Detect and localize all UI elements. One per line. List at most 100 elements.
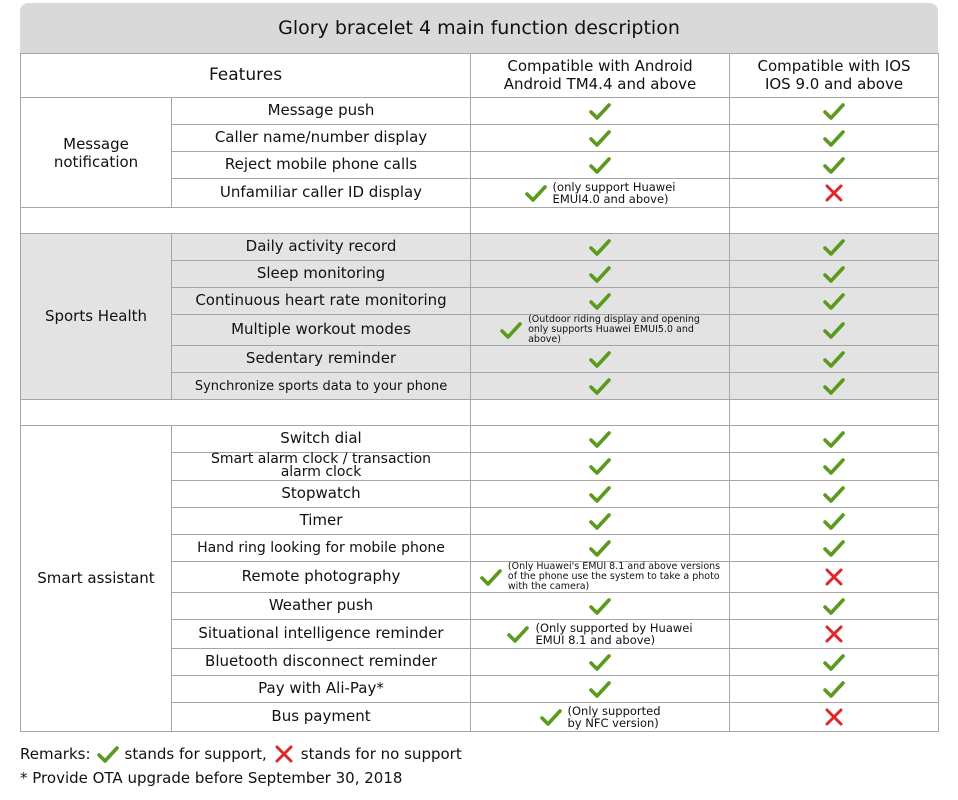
check-icon — [589, 238, 611, 256]
ios-cell — [729, 560, 940, 593]
feature-text: Synchronize sports data to your phone — [194, 379, 448, 395]
ios-cell — [729, 260, 940, 288]
android-cell: (only support Huawei EMUI4.0 and above) — [470, 178, 731, 208]
check-icon — [823, 430, 845, 448]
table-row: Hand ring looking for mobile phone — [21, 533, 940, 562]
note-line: (Only supported — [567, 703, 661, 718]
note-line: with the camera) — [507, 580, 590, 592]
android-cell: (Only supported by NFC version) — [470, 701, 731, 732]
check-icon — [823, 321, 845, 339]
check-icon — [540, 708, 562, 726]
android-cell — [470, 647, 731, 676]
table-title: Glory bracelet 4 main function descripti… — [20, 3, 938, 53]
cross-icon — [823, 184, 845, 202]
table-row: Remote photography (Only Huawei's EMUI 8… — [21, 560, 940, 593]
ios-cell — [729, 647, 940, 676]
check-icon — [589, 512, 611, 530]
check-icon — [823, 457, 845, 475]
ios-cell — [729, 233, 940, 261]
table-row: Situational intelligence reminder (Only … — [21, 618, 940, 649]
check-icon — [823, 680, 845, 698]
header-row: Features Compatible with Android Android… — [19, 53, 940, 98]
android-note: (Only supported by NFC version) — [568, 705, 661, 729]
ios-cell — [729, 591, 940, 620]
check-icon — [589, 350, 611, 368]
note-line: above) — [528, 333, 561, 345]
feature-cell: Smart alarm clock / transaction alarm cl… — [170, 451, 472, 481]
check-icon — [589, 156, 611, 174]
table-row: Sports Health Daily activity record — [20, 233, 940, 400]
android-cell — [470, 233, 731, 261]
check-icon — [823, 238, 845, 256]
ios-cell — [729, 451, 940, 481]
ios-cell — [729, 178, 940, 208]
android-cell — [470, 424, 731, 453]
android-cell — [470, 674, 731, 703]
android-cell: (Outdoor riding display and opening only… — [470, 314, 731, 346]
check-icon — [589, 430, 611, 448]
note-line: EMUI4.0 and above) — [552, 192, 669, 206]
features-header: Features — [19, 53, 472, 98]
check-icon — [589, 597, 611, 615]
check-icon — [507, 625, 529, 643]
check-icon — [525, 184, 547, 202]
feature-cell: Hand ring looking for mobile phone — [170, 533, 472, 562]
remarks-label: Remarks: — [20, 745, 91, 763]
android-note: (Only supported by Huawei EMUI 8.1 and a… — [535, 622, 692, 646]
android-cell — [470, 591, 731, 620]
check-icon — [823, 102, 845, 120]
ota-footnote: * Provide OTA upgrade before September 3… — [20, 769, 403, 787]
check-icon — [823, 265, 845, 283]
feature-cell: Switch dial — [170, 424, 472, 453]
feature-cell: Situational intelligence reminder — [170, 618, 472, 649]
android-cell — [470, 506, 731, 535]
check-icon — [823, 377, 845, 395]
table-row: Multiple workout modes (Outdoor riding d… — [21, 314, 940, 346]
ios-cell — [729, 618, 940, 649]
ios-cell — [729, 371, 940, 400]
ios-cell — [729, 287, 940, 315]
feature-cell: Daily activity record — [170, 233, 472, 261]
ios-cell — [729, 701, 940, 732]
support-legend-text: stands for support, — [124, 745, 267, 763]
android-cell — [470, 151, 731, 179]
function-table: Features Compatible with Android Android… — [19, 53, 940, 732]
ios-cell — [729, 314, 940, 346]
check-icon — [589, 653, 611, 671]
android-header: Compatible with Android Android TM4.4 an… — [470, 53, 731, 98]
feature-cell: Caller name/number display — [170, 124, 472, 152]
note-line: (Outdoor riding display and opening — [528, 314, 700, 325]
check-icon — [589, 102, 611, 120]
feature-cell: Multiple workout modes — [170, 314, 472, 346]
android-note: (only support Huawei EMUI4.0 and above) — [553, 181, 676, 205]
check-icon — [589, 377, 611, 395]
check-icon — [589, 539, 611, 557]
check-icon — [589, 292, 611, 310]
note-line: by NFC version) — [567, 715, 659, 730]
feature-cell: Stopwatch — [170, 479, 472, 508]
table-row: Reject mobile phone calls — [21, 151, 940, 179]
cross-icon — [273, 745, 295, 763]
feature-cell: Bus payment — [170, 701, 472, 732]
table-row: Stopwatch — [21, 479, 940, 508]
ios-cell — [729, 97, 940, 125]
check-icon — [480, 568, 502, 586]
note-line: of the phone use the system to take a ph… — [507, 570, 720, 582]
android-cell — [470, 533, 731, 562]
spacer-row — [19, 398, 940, 426]
ios-cell — [729, 674, 940, 703]
android-note: (Outdoor riding display and opening only… — [528, 315, 700, 345]
table-row: Pay with Ali-Pay* — [21, 674, 940, 703]
android-cell — [470, 371, 731, 400]
table-row: Bus payment (Only supported by NFC versi… — [21, 701, 940, 732]
feature-cell: Timer — [170, 506, 472, 535]
note-line: (Only supported by Huawei — [535, 620, 693, 635]
android-cell — [470, 260, 731, 288]
ios-header-line2: IOS 9.0 and above — [764, 74, 904, 93]
check-icon — [823, 512, 845, 530]
check-icon — [823, 539, 845, 557]
table-row: Continuous heart rate monitoring — [21, 287, 940, 315]
check-icon — [823, 485, 845, 503]
cross-icon — [823, 625, 845, 643]
note-line: (only support Huawei — [552, 179, 676, 194]
